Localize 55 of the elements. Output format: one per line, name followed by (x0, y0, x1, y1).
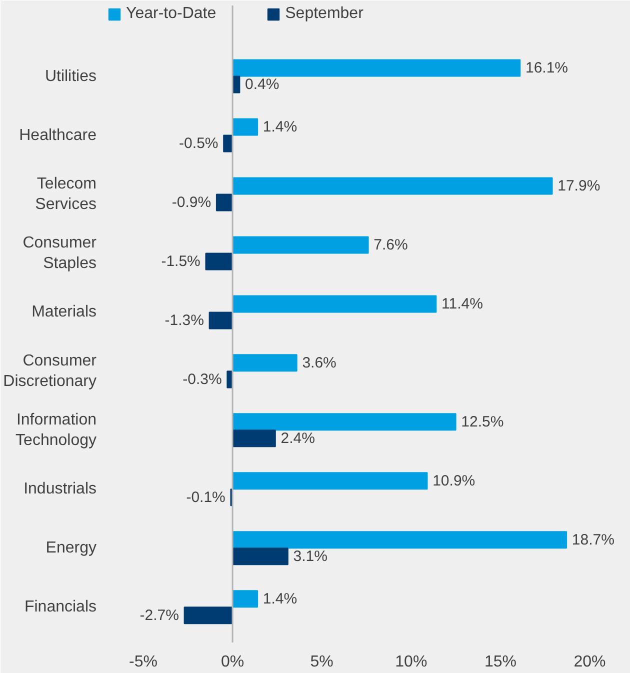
bar (223, 134, 234, 152)
y-tick-label: Healthcare (19, 126, 97, 144)
data-label: 1.4% (262, 590, 298, 608)
bar (232, 295, 437, 313)
bar (184, 606, 234, 624)
data-label: -1.5% (161, 252, 200, 270)
bar (232, 354, 298, 372)
data-label: -0.3% (182, 370, 222, 388)
y-tick-label: Consumer Discretionary (3, 352, 98, 390)
x-tick-label: 0% (220, 654, 244, 670)
bar (232, 118, 258, 136)
y-tick-label: Utilities (44, 68, 96, 85)
data-label: 16.1% (525, 60, 568, 77)
y-tick-label: Consumer Staples (22, 234, 98, 272)
bar (232, 413, 456, 431)
x-tick-label: 10% (395, 654, 428, 670)
data-label: 10.9% (432, 472, 476, 490)
data-label: 18.7% (572, 531, 614, 548)
bar (232, 531, 568, 549)
data-label: 0.4% (245, 76, 280, 94)
x-tick-label: 5% (310, 654, 334, 670)
data-label: 3.1% (293, 548, 328, 565)
y-tick-label: Industrials (24, 480, 96, 498)
legend-label: September (285, 5, 364, 23)
bar (232, 590, 258, 608)
y-tick-label: Financials (24, 598, 96, 616)
x-tick-label: 15% (484, 654, 516, 670)
bar (208, 312, 234, 330)
legend-label: Year-to-Date (126, 5, 216, 23)
x-tick-label: 20% (574, 654, 606, 670)
bar (216, 194, 234, 212)
y-tick-label: Telecom Services (35, 176, 97, 213)
data-label: -0.5% (179, 135, 218, 152)
bar (232, 548, 288, 566)
data-label: 3.6% (302, 354, 336, 372)
bar (232, 59, 521, 77)
data-label: -0.9% (172, 194, 212, 211)
data-label: -0.1% (186, 488, 226, 506)
x-tick-label: -5% (129, 654, 158, 670)
y-tick-label: Energy (46, 540, 97, 557)
bar (232, 472, 428, 490)
bar (205, 252, 234, 270)
bar (232, 430, 276, 448)
data-label: 7.6% (374, 236, 408, 254)
bar (232, 177, 553, 195)
data-label: 1.4% (262, 118, 298, 136)
data-label: 11.4% (442, 295, 483, 312)
data-label: -2.7% (140, 606, 179, 624)
y-tick-label: Information Technology (16, 411, 97, 449)
data-label: -1.3% (164, 312, 204, 329)
data-label: 12.5% (461, 413, 504, 430)
y-tick-label: Materials (32, 304, 96, 321)
bar (232, 236, 369, 254)
data-label: 2.4% (280, 430, 315, 447)
data-label: 17.9% (558, 177, 600, 194)
